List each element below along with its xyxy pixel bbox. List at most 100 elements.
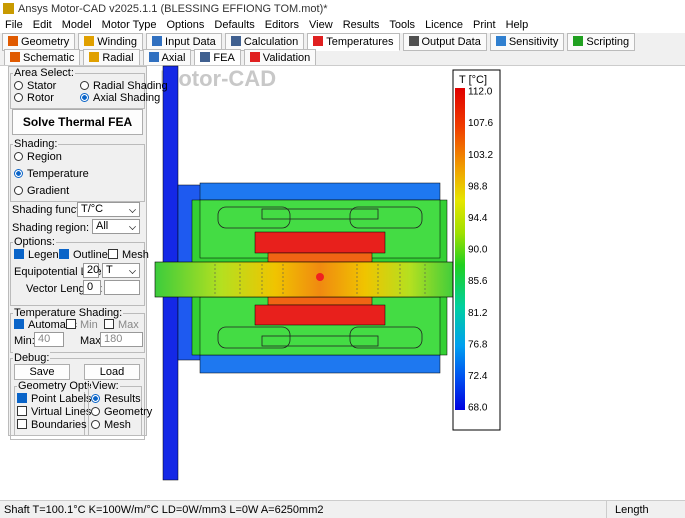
checkbox[interactable]: Point Labels xyxy=(17,393,92,405)
geometry-options-group-label: Geometry Options: xyxy=(17,380,112,392)
radio-button[interactable]: Rotor xyxy=(14,92,54,104)
radio-indicator xyxy=(91,407,100,416)
sub-tab[interactable]: Radial xyxy=(83,49,140,67)
menu-item[interactable]: Motor Type xyxy=(101,19,157,31)
tab-label: Sensitivity xyxy=(508,36,559,48)
menu-item[interactable]: Tools xyxy=(389,19,416,31)
checkbox[interactable]: Virtual Lines xyxy=(17,406,91,418)
app-icon xyxy=(3,3,14,14)
sub-tab[interactable]: Schematic xyxy=(4,49,81,67)
tab-icon xyxy=(408,36,419,46)
option-label: Rotor xyxy=(27,92,54,104)
dropdown-arrow xyxy=(129,206,136,213)
load-button[interactable]: Load xyxy=(84,364,140,380)
window-title: Ansys Motor-CAD v2025.1.1 (BLESSING EFFI… xyxy=(18,3,328,15)
radio-button[interactable]: Region xyxy=(14,151,62,163)
tab-label: Winding xyxy=(97,36,138,48)
menu-item[interactable]: Licence xyxy=(425,19,463,31)
tab-label: Schematic xyxy=(23,52,75,64)
checkbox-indicator xyxy=(17,419,27,429)
option-label: Virtual Lines xyxy=(31,406,92,418)
max-input[interactable]: 180 xyxy=(100,332,143,347)
checkbox[interactable]: Legend xyxy=(14,249,65,261)
shading-region-dropdown[interactable]: All xyxy=(92,219,140,234)
radio-button[interactable]: Stator xyxy=(14,80,56,92)
min-input[interactable]: 40 xyxy=(34,332,64,347)
radio-button[interactable]: Temperature xyxy=(14,168,89,180)
option-label: Stator xyxy=(27,80,57,92)
temperature-shading-group-label: Temperature Shading: xyxy=(13,307,124,319)
solve-button[interactable]: Solve Thermal FEA xyxy=(12,109,143,135)
tab-label: Validation xyxy=(262,52,311,64)
checkbox[interactable]: Automatic xyxy=(14,319,77,331)
checkbox-indicator xyxy=(17,393,27,403)
equipotential-dropdown[interactable]: T xyxy=(102,263,140,278)
option-label: Max xyxy=(118,319,139,331)
menu-item[interactable]: Editors xyxy=(264,19,300,31)
save-button[interactable]: Save xyxy=(14,364,70,380)
tab-label: FEA xyxy=(213,52,235,64)
sub-tabs: Schematic Radial Axial FEA Validation xyxy=(4,49,319,67)
tab-icon xyxy=(249,52,260,62)
max-input-value: 180 xyxy=(104,333,123,345)
radio-button[interactable]: Results xyxy=(91,393,141,405)
options-group xyxy=(10,242,145,306)
option-label: Temperature xyxy=(27,168,89,180)
checkbox[interactable]: Max xyxy=(104,319,139,331)
radio-button[interactable]: Gradient xyxy=(14,185,69,197)
option-label: Region xyxy=(27,151,62,163)
shading-region-dropdown-value: All xyxy=(96,220,109,232)
menu-item[interactable]: Help xyxy=(505,19,529,31)
menu-item[interactable]: Edit xyxy=(32,19,52,31)
radio-indicator xyxy=(14,152,23,161)
menu-item[interactable]: Results xyxy=(342,19,380,31)
equipotential-dropdown-value: T xyxy=(106,264,113,276)
checkbox-indicator xyxy=(59,249,69,259)
vector-input[interactable]: 0 xyxy=(83,280,101,295)
tab-icon xyxy=(495,36,506,46)
tab[interactable]: Scripting xyxy=(567,33,636,51)
tab-icon xyxy=(84,36,95,46)
radio-indicator xyxy=(14,169,23,178)
option-label: Geometry xyxy=(104,406,153,418)
tab-icon xyxy=(89,52,100,62)
tab-label: Input Data xyxy=(165,36,216,48)
tab-label: Calculation xyxy=(243,36,299,48)
option-label: Point Labels xyxy=(31,393,92,405)
radio-indicator xyxy=(80,81,89,90)
radio-button[interactable]: Radial Shading xyxy=(80,80,168,92)
menu-item[interactable]: Defaults xyxy=(214,19,255,31)
shading-function-dropdown-value: T/°C xyxy=(81,203,104,215)
vector-dropdown[interactable] xyxy=(104,280,140,295)
status-length: Length xyxy=(606,501,685,518)
menu-item[interactable]: Model xyxy=(61,19,92,31)
checkbox[interactable]: Outlines xyxy=(59,249,113,261)
checkbox-indicator xyxy=(14,249,24,259)
status-info: Shaft T=100.1°C K=100W/m/°C LD=0W/mm3 L=… xyxy=(4,504,324,516)
checkbox[interactable]: Mesh xyxy=(108,249,149,261)
radio-indicator xyxy=(14,93,23,102)
menu-item[interactable]: Options xyxy=(166,19,205,31)
menu-item[interactable]: Print xyxy=(472,19,496,31)
equipotential-input[interactable]: 20 xyxy=(83,263,99,278)
min-input-value: 40 xyxy=(38,333,51,345)
radio-button[interactable]: Geometry xyxy=(91,406,152,418)
option-label: Results xyxy=(104,393,141,405)
checkbox[interactable]: Boundaries xyxy=(17,419,87,431)
tab-icon xyxy=(148,52,159,62)
sub-tab[interactable]: Validation xyxy=(243,49,317,67)
tab[interactable]: Sensitivity xyxy=(489,33,565,51)
debug-group xyxy=(10,358,145,440)
sub-tab[interactable]: FEA xyxy=(194,49,241,67)
shading-function-dropdown[interactable]: T/°C xyxy=(77,202,140,217)
tab-icon xyxy=(8,36,18,46)
menu-item[interactable]: View xyxy=(309,19,333,31)
menu-item[interactable]: File xyxy=(5,19,23,31)
checkbox[interactable]: Min xyxy=(66,319,98,331)
shading-group xyxy=(10,144,145,202)
radio-button[interactable]: Axial Shading xyxy=(80,92,160,104)
tab[interactable]: Winding xyxy=(78,33,144,51)
radio-button[interactable]: Mesh xyxy=(91,419,131,431)
tab[interactable]: Output Data xyxy=(402,33,487,51)
tab[interactable]: Temperatures xyxy=(307,33,400,51)
